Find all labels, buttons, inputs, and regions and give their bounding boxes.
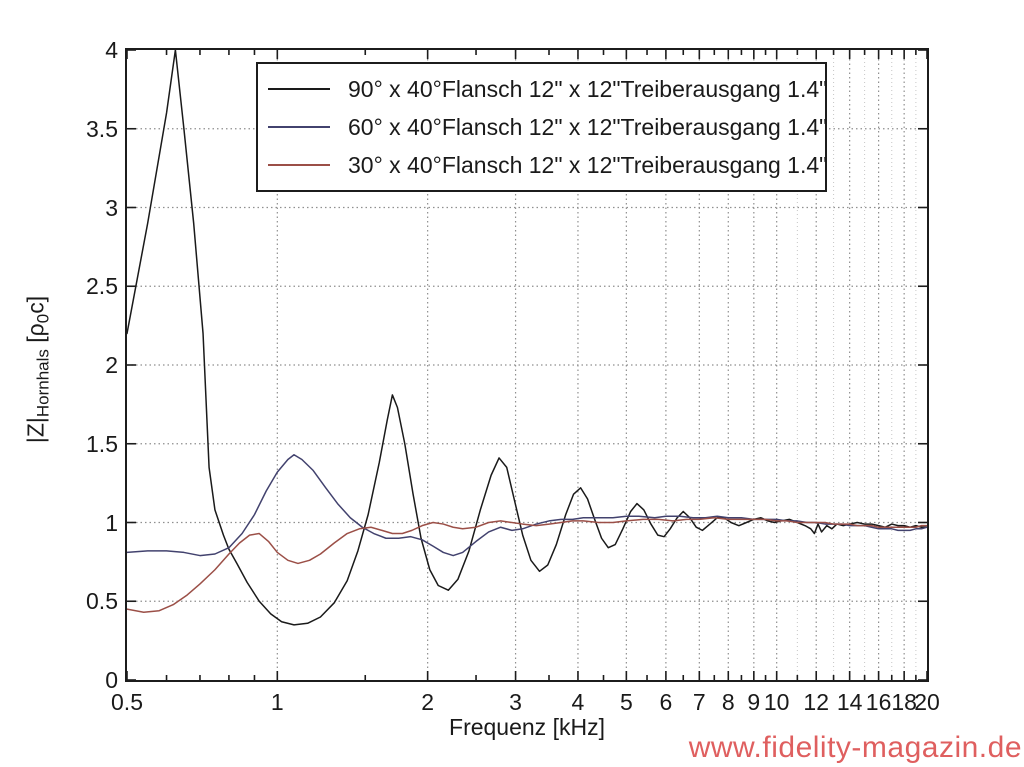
y-axis-title-rest: c] (22, 295, 49, 314)
legend-label-treiber: Treiberausgang 1.4" (620, 75, 828, 102)
x-tick-label: 7 (692, 689, 706, 715)
x-tick-label: 3 (509, 689, 522, 715)
x-tick-label: 16 (865, 689, 892, 715)
y-axis-title-bracket: [ (22, 336, 49, 350)
legend-item: 30° x 40° Flansch 12" x 12" Treiberausga… (268, 151, 828, 179)
legend-line-sample-30 (268, 164, 330, 166)
x-tick-label: 20 (914, 689, 940, 715)
y-axis-title-sub-hornhals: Hornhals (33, 349, 53, 418)
y-tick-label: 0 (105, 667, 118, 693)
legend: 90° x 40° Flansch 12" x 12" Treiberausga… (256, 62, 827, 192)
x-tick-label: 1 (270, 689, 284, 715)
legend-label-treiber: Treiberausgang 1.4" (620, 113, 828, 140)
x-tick-label: 18 (891, 689, 917, 715)
y-tick-label: 2.5 (86, 273, 118, 300)
x-tick-label: 8 (721, 689, 735, 715)
legend-label-flansch: Flansch 12" x 12" (441, 151, 621, 178)
y-tick-label: 1 (105, 509, 118, 536)
y-axis-title-sub-zero: 0 (33, 313, 53, 324)
y-tick-label: 0.5 (86, 588, 118, 615)
legend-label-angle: 90° x 40° (348, 75, 442, 102)
legend-item: 60° x 40° Flansch 12" x 12" Treiberausga… (268, 113, 828, 141)
x-tick-label: 14 (836, 689, 863, 715)
x-tick-label: 10 (763, 689, 790, 715)
watermark-link[interactable]: www.fidelity-magazin.de (688, 731, 1022, 764)
legend-label-flansch: Flansch 12" x 12" (441, 113, 621, 140)
y-tick-label: 4 (105, 37, 118, 63)
legend-label-treiber: Treiberausgang 1.4" (620, 151, 828, 178)
x-tick-label: 6 (659, 689, 673, 715)
x-axis-title: Frequenz [kHz] (449, 714, 605, 740)
legend-item: 90° x 40° Flansch 12" x 12" Treiberausga… (268, 75, 828, 103)
x-tick-label: 4 (571, 689, 585, 715)
legend-label-flansch: Flansch 12" x 12" (441, 75, 621, 102)
y-axis-title: |Z|Hornhals [ρ0c] (23, 210, 54, 530)
legend-label-angle: 30° x 40° (348, 151, 442, 178)
y-tick-label: 3 (105, 194, 118, 221)
x-tick-label: 5 (619, 689, 633, 715)
y-tick-label: 3.5 (86, 115, 118, 142)
x-tick-label: 0.5 (111, 689, 143, 715)
series-line-1 (127, 454, 927, 557)
y-axis-title-rho: ρ (22, 323, 49, 337)
x-tick-label: 12 (803, 689, 829, 715)
legend-line-sample-60 (268, 126, 330, 128)
series-line-0 (127, 50, 927, 626)
y-tick-label: 1.5 (86, 430, 118, 457)
y-tick-label: 2 (105, 352, 118, 378)
x-tick-label: 2 (421, 689, 435, 715)
legend-line-sample-90 (268, 88, 330, 90)
legend-label-angle: 60° x 40° (348, 113, 442, 140)
series-line-2 (127, 517, 927, 614)
y-axis-title-zmod: |Z| (22, 417, 49, 444)
x-tick-label: 9 (747, 689, 761, 715)
